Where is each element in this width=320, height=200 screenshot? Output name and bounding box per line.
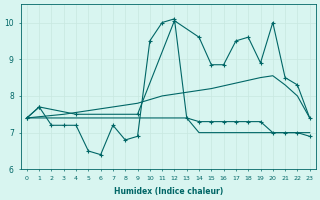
X-axis label: Humidex (Indice chaleur): Humidex (Indice chaleur) bbox=[114, 187, 223, 196]
